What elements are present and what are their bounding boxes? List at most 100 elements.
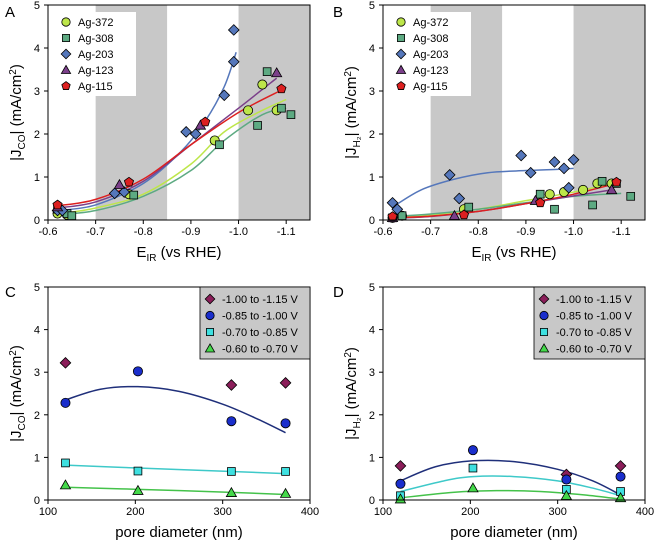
legend-marker [206,328,214,336]
data-point [281,467,290,476]
legend-marker [61,81,71,90]
data-point [215,140,224,150]
y-tick-label: 0 [34,495,40,507]
legend-label: Ag-308 [413,33,448,45]
legend-marker [204,293,216,305]
fit-curve [57,89,282,207]
panel-b: -0.6 -0.7 -0.8 -0.9 -1.0 -1.1 0 1 2 3 4 5 EIR (vs RH… [343,0,646,264]
legend-marker [396,81,406,90]
legend-label: -1.00 to -1.15 V [556,294,632,306]
data-point [243,105,254,116]
plot-frame [382,4,646,221]
legend-label: Ag-203 [413,49,448,61]
legend-marker [61,17,71,27]
data-point [548,156,561,168]
data-point [467,445,478,456]
fit-curve [65,486,286,496]
y-tick-label: 4 [34,43,40,55]
data-point [280,418,291,429]
data-point [550,204,559,214]
data-point [132,484,144,495]
legend-marker [538,343,550,353]
data-point [614,492,627,503]
data-point [453,192,466,205]
legend-label: Ag-115 [413,81,448,93]
data-point [253,121,262,130]
data-point [227,24,240,36]
panel-d: 100 200 300 400 0 1 2 3 4 5 pore diameter (nm) |JH₂… [343,282,654,541]
plot-frame [382,286,646,501]
series-ag-115 [387,176,622,221]
data-point [59,479,72,490]
x-axis-label: pore diameter (nm) [450,524,578,541]
data-point [118,186,131,198]
data-point [286,110,296,119]
data-point [108,187,121,200]
fit-curve [400,489,621,500]
data-point [626,192,636,201]
legend-marker [397,34,405,42]
data-point [61,458,70,468]
fit-curve [392,182,617,219]
panel-letter-c: C [5,284,16,301]
fit-curve [57,107,287,216]
x-axis-label: pore diameter (nm) [115,524,243,541]
x-tick-label: 300 [213,506,231,518]
x-tick-label: -1.0 [229,226,248,238]
data-point [558,162,570,175]
y-tick-label: 2 [34,410,40,422]
data-point [588,200,597,210]
legend-marker [396,17,406,27]
data-point [225,379,238,391]
x-axis-label: EIR (vs RHE) [136,244,221,264]
series-0-60-to-0-70-v [394,482,627,504]
y-tick-label: 5 [34,0,40,12]
legend-label: -0.60 to -0.70 V [222,344,298,356]
data-point [578,184,589,195]
y-tick-label: 1 [34,172,40,184]
fit-curve [65,385,286,434]
data-point [123,176,135,187]
legend-label: -0.70 to -0.85 V [556,327,632,339]
x-tick-label: -1.0 [564,226,583,238]
data-point [535,189,545,199]
x-tick-label: -0.9 [516,226,535,238]
series-1-00-to-1-15-v [59,356,292,391]
y-tick-label: 3 [369,367,375,379]
data-point [59,356,72,369]
data-point [467,482,479,493]
series-ag-115 [52,83,287,210]
data-point [567,153,580,166]
y-tick-label: 3 [34,86,40,98]
legend-marker [395,64,407,74]
data-point [611,176,622,187]
series-0-60-to-0-70-v [59,479,292,498]
legend-label: Ag-308 [78,33,113,45]
y-tick-label: 5 [369,282,375,294]
legend-marker [538,293,550,305]
data-point [225,486,238,497]
legend-box [199,286,311,360]
legend-marker [395,48,407,60]
data-point [218,89,231,102]
data-point [227,55,240,68]
legend-marker [539,310,549,321]
data-point [257,79,268,90]
y-tick-label: 2 [369,129,375,141]
y-tick-label: 3 [369,86,375,98]
data-point [200,116,211,127]
data-point [262,67,272,76]
data-point [394,493,407,504]
plot-frame [47,286,311,501]
data-point [561,474,572,485]
plot-frame [47,4,311,221]
x-tick-label: -1.1 [612,226,631,238]
fit-curve [57,98,287,215]
x-tick-label: 100 [39,506,57,518]
data-point [597,176,607,186]
x-tick-label: 200 [126,506,144,518]
x-tick-label: 300 [548,506,566,518]
data-point [52,199,63,210]
legend-label: -0.60 to -0.70 V [556,344,632,356]
